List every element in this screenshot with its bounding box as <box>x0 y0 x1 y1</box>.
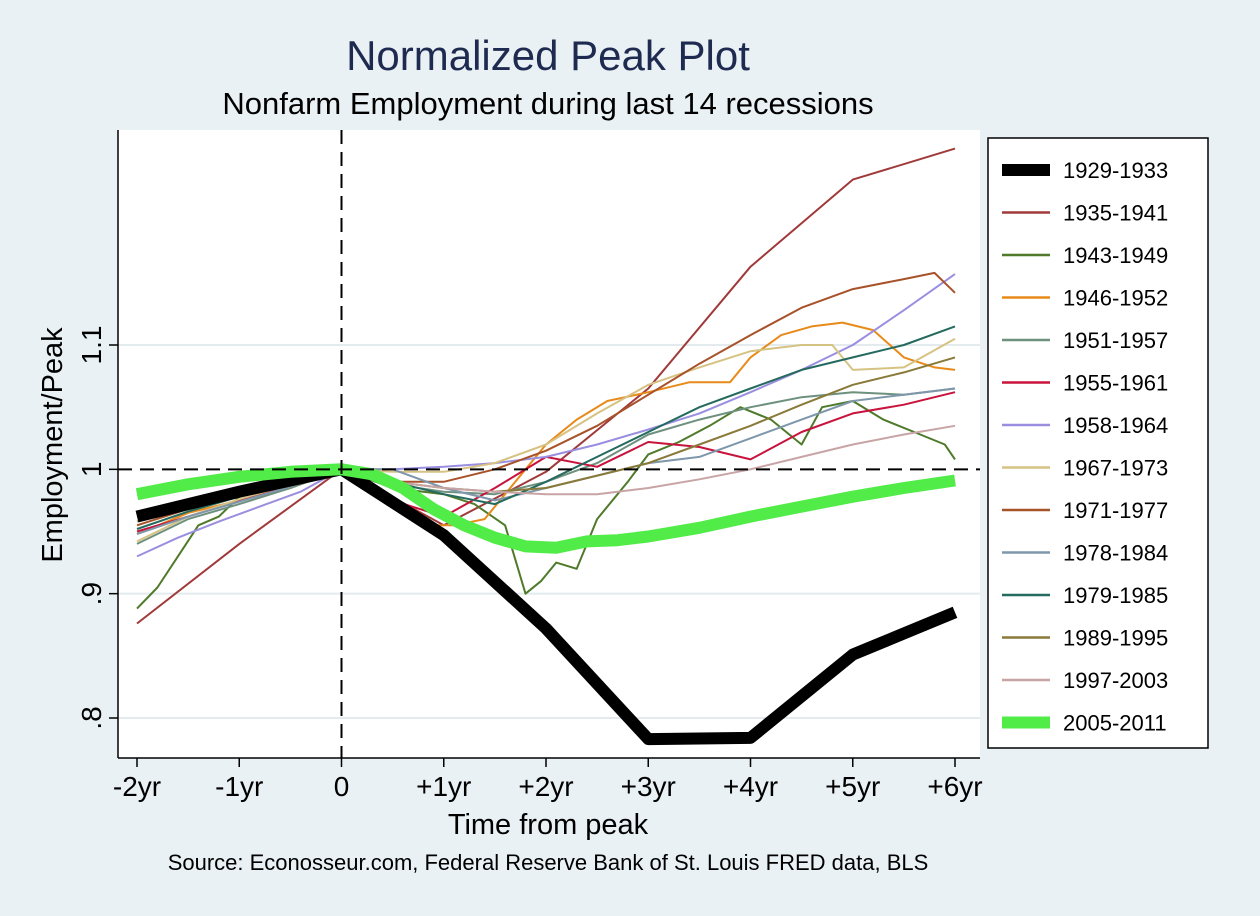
x-tick-label-6: +4yr <box>723 771 778 802</box>
legend-label-1943-1949: 1943-1949 <box>1063 243 1168 268</box>
chart-subtitle: Nonfarm Employment during last 14 recess… <box>222 86 873 121</box>
y-tick-label-2: 1 <box>76 462 107 478</box>
y-tick-label-0: .8 <box>76 706 107 729</box>
reference-lines <box>118 130 980 758</box>
x-tick-label-4: +2yr <box>518 771 573 802</box>
y-axis-ticks: .8 .9 1 1.1 <box>76 326 118 730</box>
legend-label-1951-1957: 1951-1957 <box>1063 328 1168 353</box>
source-note: Source: Econosseur.com, Federal Reserve … <box>168 850 929 875</box>
series-line-1929-1933 <box>135 463 958 746</box>
x-tick-label-0: -2yr <box>113 771 161 802</box>
x-tick-label-7: +5yr <box>825 771 880 802</box>
series-line-1935-1941 <box>136 147 956 625</box>
y-tick-label-1: .9 <box>76 582 107 605</box>
legend-label-1955-1961: 1955-1961 <box>1063 371 1168 396</box>
legend-label-1989-1995: 1989-1995 <box>1063 626 1168 651</box>
legend-label-1979-1985: 1979-1985 <box>1063 583 1168 608</box>
gridlines <box>118 344 980 719</box>
x-tick-label-5: +3yr <box>621 771 676 802</box>
plot-area: -2yr -1yr 0 +1yr +2yr +3yr +4yr +5yr +6yr .8 .9 1 1… <box>76 130 983 802</box>
plot-background <box>118 130 980 758</box>
legend-label-1958-1964: 1958-1964 <box>1063 413 1168 438</box>
legend-label-1935-1941: 1935-1941 <box>1063 201 1168 226</box>
legend-label-2005-2011: 2005-2011 <box>1063 711 1167 736</box>
x-axis-title: Time from peak <box>448 809 649 841</box>
x-tick-label-8: +6yr <box>927 771 982 802</box>
x-tick-label-2: 0 <box>334 771 350 802</box>
legend-label-1929-1933: 1929-1933 <box>1063 158 1168 183</box>
legend-label-1946-1952: 1946-1952 <box>1063 286 1168 311</box>
series-line-2005-2011 <box>135 463 956 554</box>
y-axis-title: Employment/Peak <box>37 327 69 563</box>
legend-label-1971-1977: 1971-1977 <box>1063 498 1168 523</box>
x-axis-ticks: -2yr -1yr 0 +1yr +2yr +3yr +4yr +5yr +6yr <box>113 758 983 802</box>
legend: 1929-1933 1935-1941 1943-1949 1946-1952 1951… <box>987 137 1209 749</box>
x-tick-label-1: -1yr <box>215 771 263 802</box>
x-tick-label-3: +1yr <box>416 771 471 802</box>
legend-label-1978-1984: 1978-1984 <box>1063 541 1168 566</box>
chart-title: Normalized Peak Plot <box>346 32 750 79</box>
y-tick-label-3: 1.1 <box>76 326 107 365</box>
series-layer <box>135 147 958 746</box>
legend-label-1967-1973: 1967-1973 <box>1063 456 1168 481</box>
legend-label-1997-2003: 1997-2003 <box>1063 668 1168 693</box>
legend-box <box>987 137 1209 749</box>
